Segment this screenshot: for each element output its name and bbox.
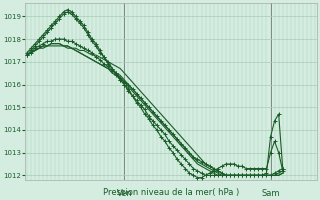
X-axis label: Pression niveau de la mer( hPa ): Pression niveau de la mer( hPa ) (103, 188, 239, 197)
Text: Ven: Ven (116, 189, 132, 198)
Text: Sam: Sam (261, 189, 280, 198)
